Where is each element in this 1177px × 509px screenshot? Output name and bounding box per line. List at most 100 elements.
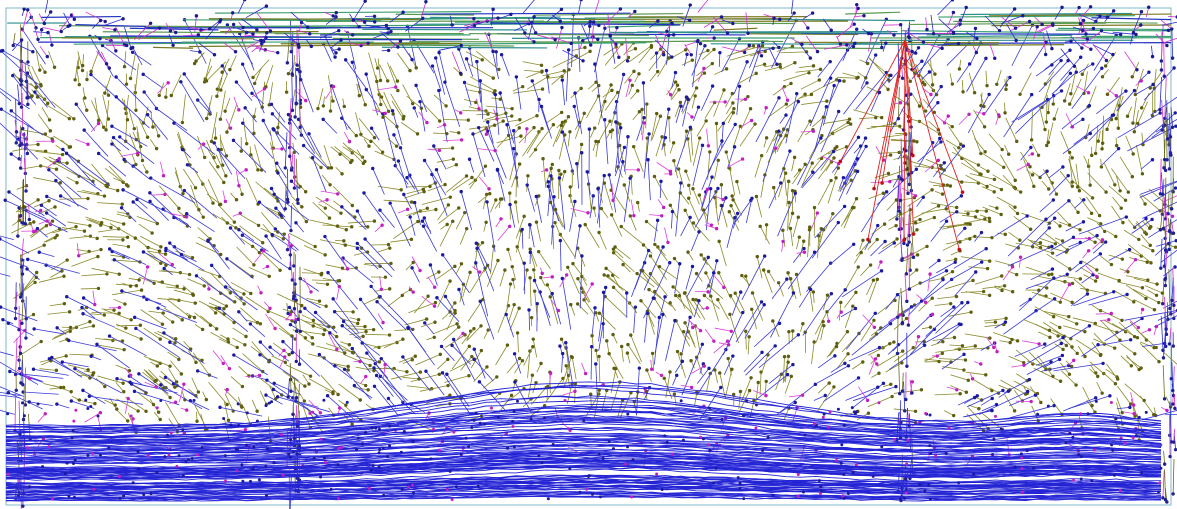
olive-arrow [706, 373, 711, 392]
olive-arrow-head [286, 71, 291, 76]
olive-arrow-head [187, 272, 192, 277]
magenta-arrow [336, 286, 340, 300]
blue-arrow-head [369, 126, 374, 130]
olive-arrow [49, 161, 68, 164]
olive-arrow-head [738, 124, 743, 129]
olive-arrow-head [304, 219, 309, 224]
magenta-arrow-head [358, 359, 362, 364]
olive-arrow [1083, 71, 1088, 94]
olive-arrow [1008, 231, 1021, 241]
olive-arrow [360, 134, 372, 142]
olive-arrow [43, 383, 61, 388]
olive-arrow [220, 90, 226, 120]
olive-arrow-head [564, 364, 568, 368]
olive-arrow-head [67, 145, 72, 149]
blue-arrow [131, 383, 149, 394]
olive-arrow [678, 168, 685, 188]
olive-arrow-head [292, 150, 296, 155]
olive-arrow [405, 262, 414, 271]
olive-arrow-head [226, 337, 230, 341]
olive-arrow [1004, 394, 1015, 412]
olive-arrow [764, 66, 781, 72]
blue-arrow-head [889, 73, 893, 78]
blue-arrow-head [67, 338, 71, 343]
magenta-arrow [702, 189, 708, 202]
blue-arrow [1007, 246, 1053, 267]
olive-arrow-head [959, 142, 963, 147]
olive-arrow-head [222, 307, 226, 311]
blue-arrow [486, 201, 496, 252]
olive-arrow-head [957, 67, 962, 71]
blue-arrow-head [622, 145, 627, 150]
blue-arrow [674, 127, 691, 173]
olive-arrow-head [474, 100, 478, 105]
blue-arrow [290, 324, 301, 332]
magenta-arrow [120, 152, 138, 157]
olive-arrow-head [36, 198, 40, 202]
olive-arrow [377, 247, 390, 253]
blue-arrow-head [696, 105, 701, 109]
olive-arrow [554, 222, 562, 238]
blue-arrow [633, 307, 636, 334]
blue-arrow [0, 273, 11, 277]
blue-arrow-head [525, 183, 529, 187]
olive-arrow [363, 263, 381, 267]
magenta-arrow-head [201, 142, 206, 146]
blue-arrow-head [478, 79, 483, 83]
olive-arrow-head [121, 238, 125, 242]
olive-arrow [792, 164, 806, 185]
blue-arrow-head [1033, 393, 1038, 397]
blue-arrow [266, 379, 295, 400]
blue-arrow-head [710, 84, 715, 88]
blue-arrow [685, 266, 693, 290]
olive-arrow-head [682, 291, 687, 295]
olive-arrow [613, 248, 624, 259]
olive-arrow [586, 95, 599, 119]
olive-arrow [391, 371, 421, 380]
olive-arrow [504, 388, 525, 405]
olive-arrow [914, 217, 935, 225]
blue-arrow [1081, 344, 1099, 357]
blue-arrow [33, 368, 69, 376]
blue-arrow-head [122, 157, 126, 162]
blue-arrow-head [959, 322, 963, 327]
olive-arrow [1127, 243, 1152, 264]
olive-arrow [679, 192, 690, 205]
blue-arrow [692, 107, 699, 122]
olive-arrow [1032, 143, 1039, 156]
olive-arrow [408, 302, 436, 314]
olive-arrow-head [134, 284, 139, 288]
olive-arrow-head [43, 70, 47, 74]
blue-arrow-head [960, 301, 964, 305]
blue-arrow [718, 52, 721, 67]
blue-arrow [1073, 115, 1113, 145]
blue-arrow [768, 182, 782, 209]
olive-arrow-head [972, 90, 977, 95]
blue-arrow-head [990, 408, 994, 413]
olive-arrow [473, 366, 488, 382]
olive-arrow [334, 310, 354, 313]
olive-arrow-head [409, 237, 414, 242]
olive-arrow [610, 189, 627, 213]
olive-arrow [1019, 72, 1032, 95]
blue-arrow [66, 296, 102, 315]
magenta-arrow-head [163, 192, 167, 197]
olive-arrow [90, 50, 100, 72]
blue-arrow [981, 404, 997, 412]
magenta-arrow-head [666, 240, 670, 245]
olive-arrow [265, 65, 274, 87]
olive-arrow [476, 50, 500, 70]
blue-arrow [1069, 262, 1082, 272]
blue-arrow [604, 119, 609, 164]
olive-arrow-head [422, 189, 426, 194]
olive-arrow-head [190, 256, 195, 260]
olive-arrow [511, 266, 516, 281]
olive-arrow-head [951, 413, 956, 418]
blue-arrow [827, 289, 846, 312]
olive-arrow [38, 275, 65, 283]
olive-arrow-head [1096, 139, 1100, 143]
olive-arrow-head [704, 119, 708, 123]
olive-arrow-head [621, 262, 625, 267]
blue-arrow [870, 92, 880, 113]
olive-arrow-head [251, 75, 255, 80]
